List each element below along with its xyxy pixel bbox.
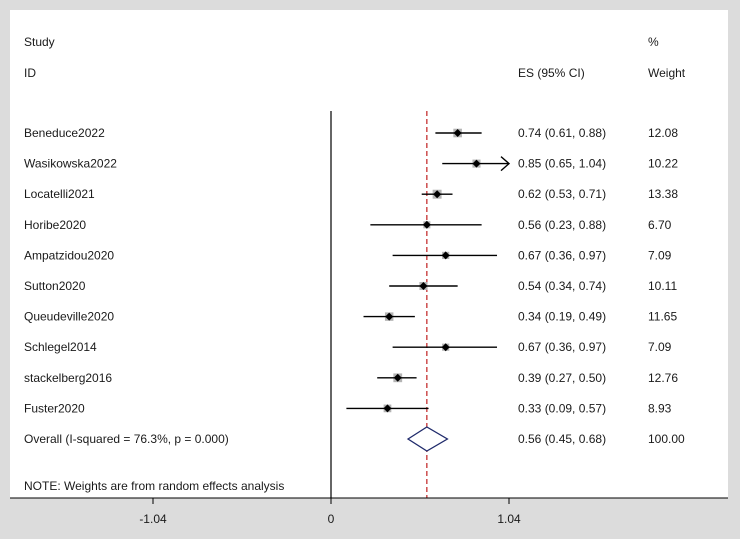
study-point-estimate: [441, 343, 450, 352]
study-weight: 11.65: [648, 310, 677, 324]
weights-note: NOTE: Weights are from random effects an…: [24, 479, 284, 493]
study-es-ci: 0.34 (0.19, 0.49): [518, 310, 606, 324]
study-point-estimate: [393, 373, 402, 382]
study-point-estimate: [419, 282, 428, 290]
study-label: Queudeville2020: [24, 310, 114, 324]
x-axis-ticks: -1.04 0 1.04: [139, 498, 521, 526]
study-label: Schlegel2014: [24, 340, 97, 354]
overall-es-ci: 0.56 (0.45, 0.68): [518, 432, 606, 446]
study-es-ci: 0.67 (0.36, 0.97): [518, 340, 606, 354]
study-weight: 10.22: [648, 157, 678, 171]
study-weight: 8.93: [648, 401, 672, 415]
study-marks: Beneduce2022 0.74 (0.61, 0.88) 12.08 Wasiko…: [24, 111, 685, 498]
header-weight-symbol: %: [648, 35, 659, 49]
study-es-ci: 0.39 (0.27, 0.50): [518, 371, 606, 385]
header-id: ID: [24, 66, 36, 80]
x-tick-label: -1.04: [139, 512, 167, 526]
study-label: stackelberg2016: [24, 371, 112, 385]
study-weight: 13.38: [648, 187, 678, 201]
study-weight: 12.08: [648, 126, 678, 140]
header-weight: Weight: [648, 66, 686, 80]
overall-diamond: [406, 426, 449, 452]
study-point-estimate: [422, 220, 431, 229]
plot-area: [10, 10, 728, 498]
study-point-estimate: [433, 190, 442, 199]
study-point-estimate: [385, 312, 394, 321]
study-label: Locatelli2021: [24, 187, 95, 201]
study-point-estimate: [453, 129, 462, 137]
study-label: Fuster2020: [24, 401, 85, 415]
study-label: Ampatzidou2020: [24, 248, 114, 262]
study-es-ci: 0.56 (0.23, 0.88): [518, 218, 606, 232]
study-es-ci: 0.85 (0.65, 1.04): [518, 157, 606, 171]
study-label: Horibe2020: [24, 218, 86, 232]
header-study: Study: [24, 35, 55, 49]
overall-label: Overall (I-squared = 76.3%, p = 0.000): [24, 432, 229, 446]
study-es-ci: 0.33 (0.09, 0.57): [518, 401, 606, 415]
study-weight: 7.09: [648, 248, 672, 262]
study-point-estimate: [441, 251, 450, 260]
x-tick-label: 1.04: [497, 512, 521, 526]
study-label: Wasikowska2022: [24, 157, 117, 171]
study-label: Sutton2020: [24, 279, 86, 293]
study-point-estimate: [383, 404, 392, 413]
study-es-ci: 0.54 (0.34, 0.74): [518, 279, 606, 293]
study-es-ci: 0.74 (0.61, 0.88): [518, 126, 606, 140]
study-label: Beneduce2022: [24, 126, 105, 140]
study-es-ci: 0.67 (0.36, 0.97): [518, 248, 606, 262]
x-tick-label: 0: [328, 512, 335, 526]
study-weight: 6.70: [648, 218, 672, 232]
header-es: ES (95% CI): [518, 66, 585, 80]
study-weight: 10.11: [648, 279, 677, 293]
study-ci-arrow: [500, 156, 511, 172]
overall-weight: 100.00: [648, 432, 685, 446]
study-es-ci: 0.62 (0.53, 0.71): [518, 187, 606, 201]
study-weight: 12.76: [648, 371, 678, 385]
study-weight: 7.09: [648, 340, 672, 354]
study-point-estimate: [472, 159, 481, 168]
